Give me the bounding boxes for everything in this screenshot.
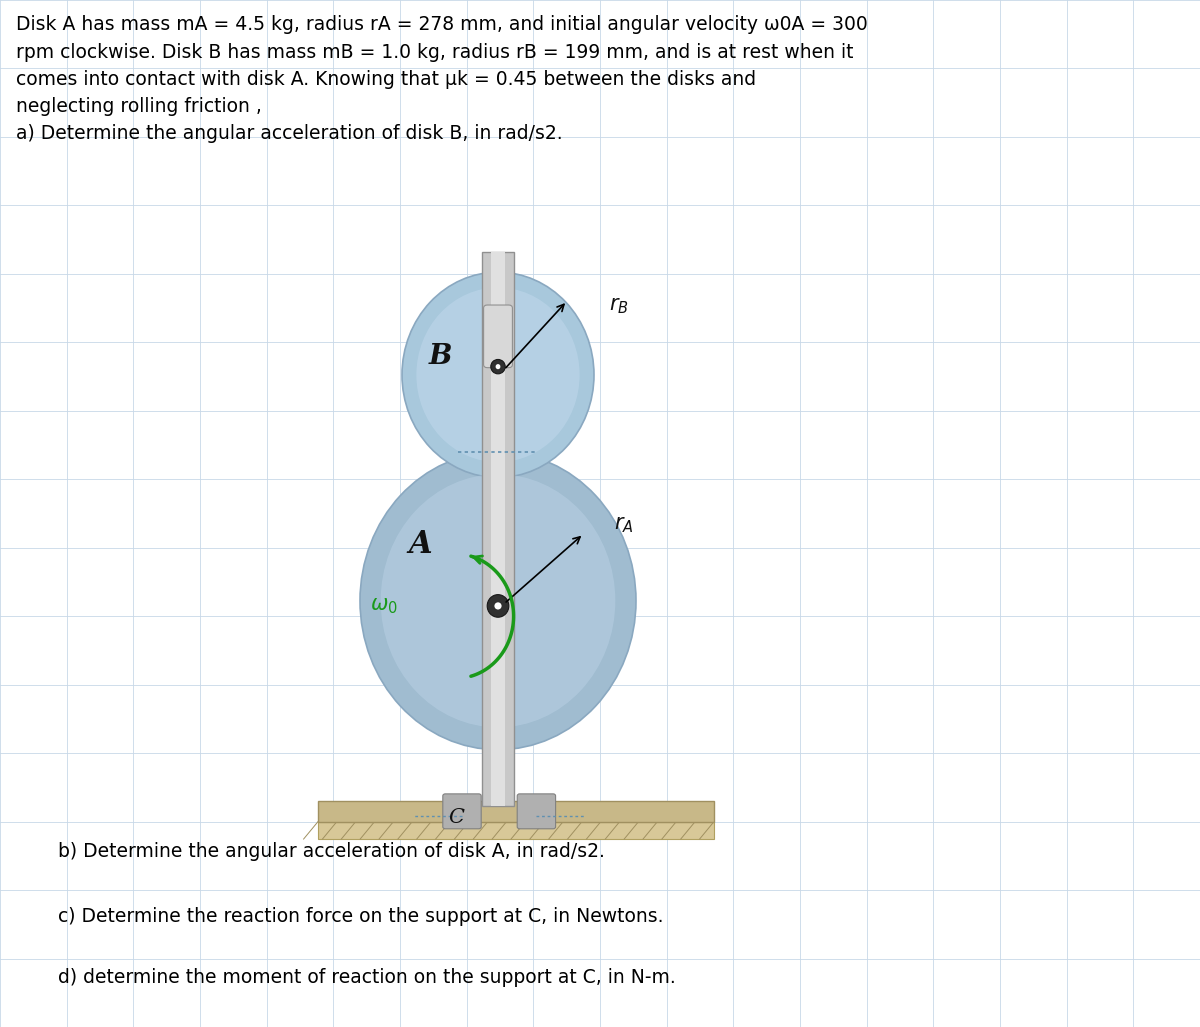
Ellipse shape <box>380 474 616 727</box>
Ellipse shape <box>360 452 636 750</box>
Ellipse shape <box>491 359 505 374</box>
FancyBboxPatch shape <box>443 794 481 829</box>
Ellipse shape <box>402 272 594 478</box>
Ellipse shape <box>494 602 502 609</box>
Text: B: B <box>428 343 452 370</box>
Text: $r_A$: $r_A$ <box>613 516 634 535</box>
Text: $\omega_0$: $\omega_0$ <box>370 596 398 616</box>
Text: C: C <box>448 808 464 827</box>
Bar <box>491 252 505 806</box>
Text: A: A <box>408 529 432 560</box>
Ellipse shape <box>496 365 500 369</box>
Bar <box>482 252 514 806</box>
FancyBboxPatch shape <box>484 305 512 368</box>
Ellipse shape <box>416 288 580 462</box>
Ellipse shape <box>487 595 509 617</box>
Text: c) Determine the reaction force on the support at C, in Newtons.: c) Determine the reaction force on the s… <box>58 907 664 926</box>
Bar <box>318 822 714 839</box>
FancyBboxPatch shape <box>517 794 556 829</box>
Text: b) Determine the angular acceleration of disk A, in rad/s2.: b) Determine the angular acceleration of… <box>58 842 605 862</box>
Text: d) determine the moment of reaction on the support at C, in N-m.: d) determine the moment of reaction on t… <box>58 968 676 988</box>
Text: Disk A has mass mA = 4.5 kg, radius rA = 278 mm, and initial angular velocity ω0: Disk A has mass mA = 4.5 kg, radius rA =… <box>16 15 868 144</box>
Text: $r_B$: $r_B$ <box>610 296 629 316</box>
Bar <box>318 801 714 822</box>
